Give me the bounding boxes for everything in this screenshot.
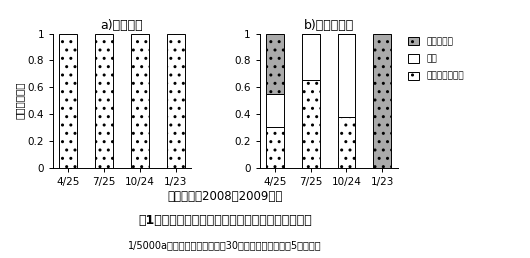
- Bar: [131, 34, 149, 168]
- Bar: [338, 34, 356, 117]
- Bar: [266, 127, 284, 168]
- Title: b)畑水分土中: b)畑水分土中: [304, 19, 354, 32]
- Text: 埋土時期（2008～2009年）: 埋土時期（2008～2009年）: [167, 190, 283, 203]
- Text: 1/5000aポット傷つけ処理種各30粒を深さに埋土．（5反腕）。: 1/5000aポット傷つけ処理種各30粒を深さに埋土．（5反腕）。: [128, 240, 322, 250]
- Text: 囱1　傷つけ処理したホシアサガオ種子の土中状態: 囱1 傷つけ処理したホシアサガオ種子の土中状態: [138, 214, 312, 228]
- Bar: [338, 117, 356, 168]
- Bar: [59, 34, 77, 168]
- Bar: [266, 94, 284, 127]
- Bar: [166, 34, 184, 168]
- Legend: 未発芽生存, 出芽, 土中発芽・死滅: 未発芽生存, 出芽, 土中発芽・死滅: [406, 35, 465, 83]
- Bar: [302, 80, 320, 168]
- Bar: [302, 34, 320, 80]
- Bar: [266, 34, 284, 94]
- Y-axis label: 各種子の割合: 各種子の割合: [15, 82, 25, 119]
- Bar: [95, 34, 113, 168]
- Title: a)湛水土中: a)湛水土中: [101, 19, 143, 32]
- Bar: [373, 34, 391, 168]
